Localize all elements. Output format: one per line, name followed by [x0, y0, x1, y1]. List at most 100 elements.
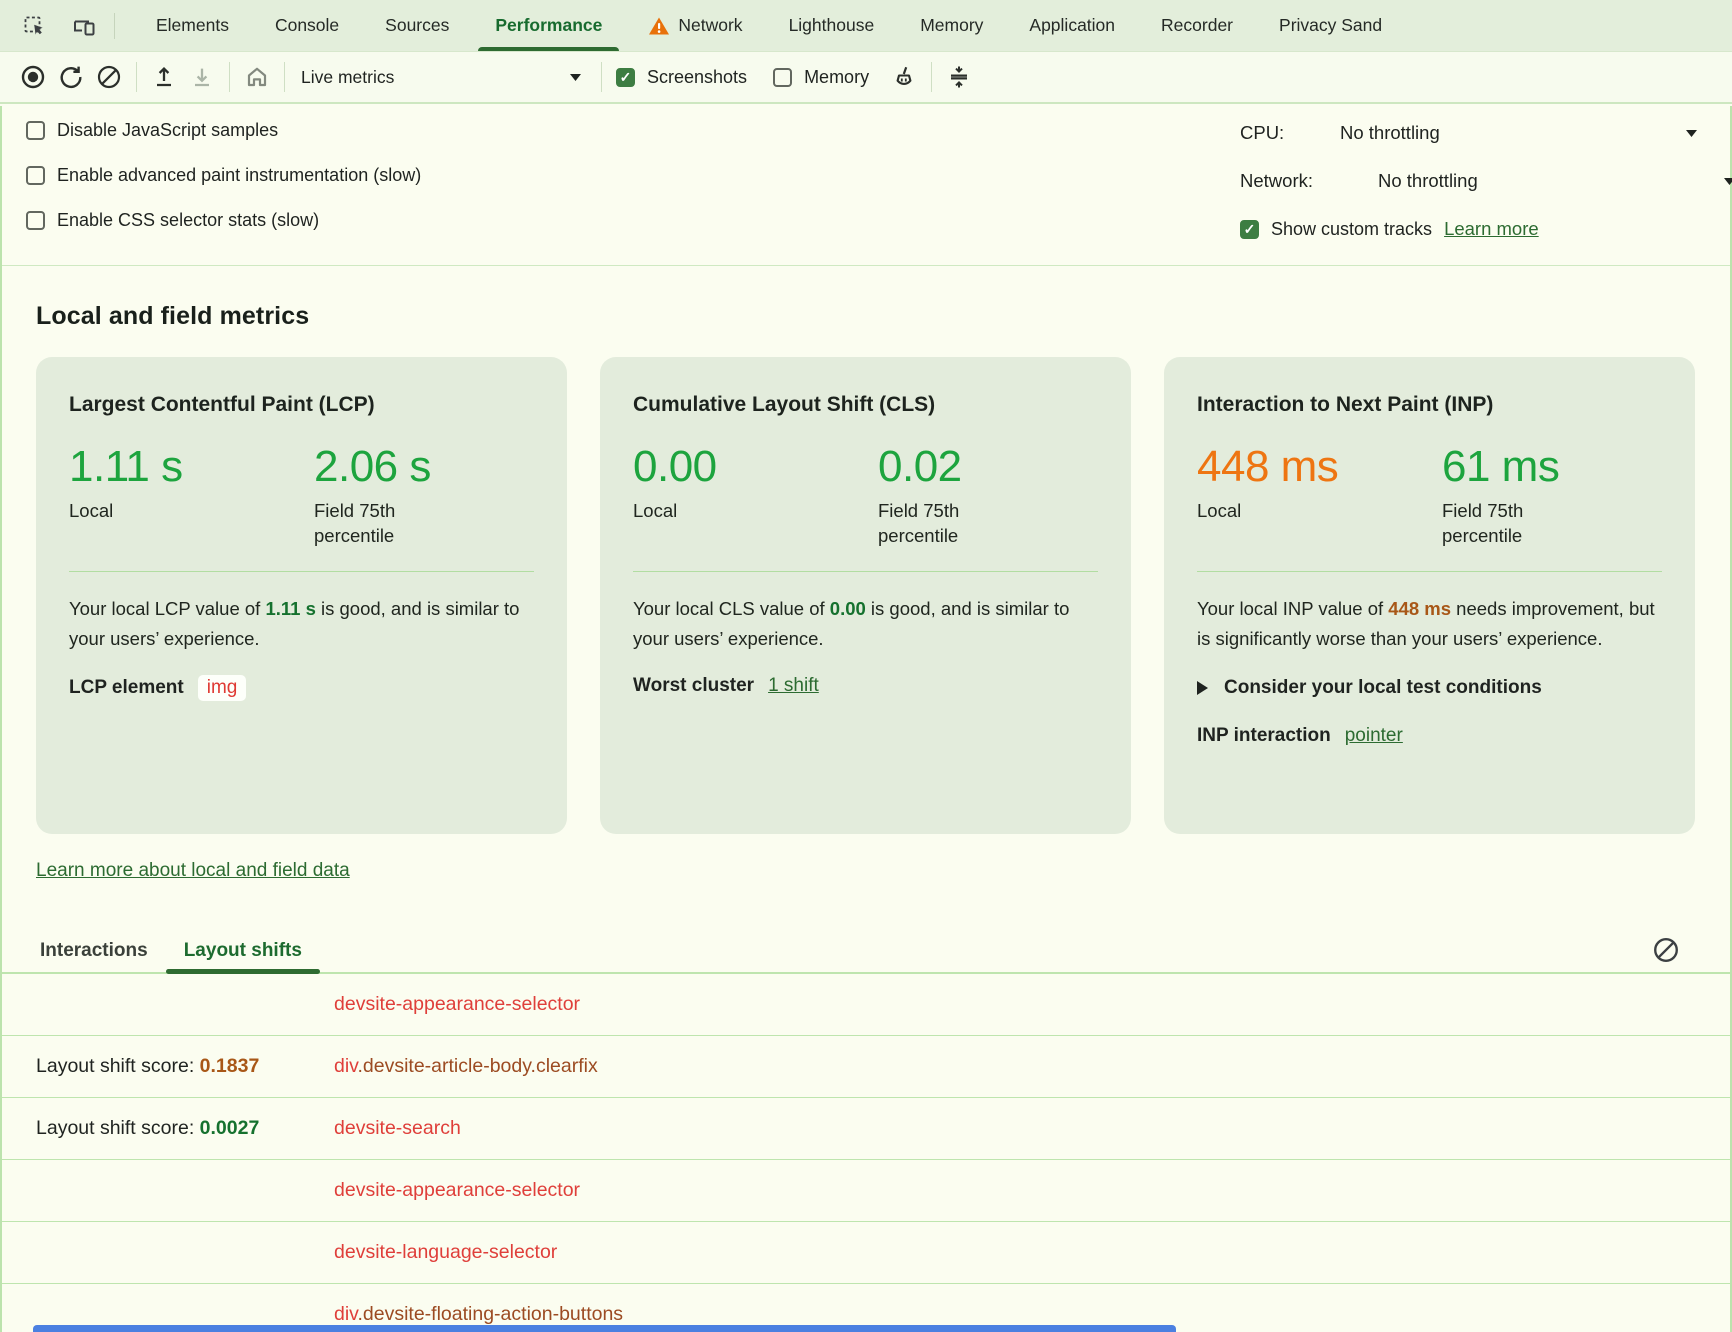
reload-record-icon[interactable] [52, 58, 90, 96]
tab-interactions[interactable]: Interactions [22, 930, 166, 972]
element-link[interactable]: devsite-appearance-selector [334, 993, 580, 1016]
tab-sources[interactable]: Sources [362, 0, 472, 51]
local-test-conditions-expander[interactable]: Consider your local test conditions [1197, 677, 1662, 699]
expand-arrow-icon [1197, 681, 1208, 695]
element-link[interactable]: div.devsite-article-body.clearfix [334, 1055, 598, 1078]
tab-network[interactable]: Network [625, 0, 765, 51]
tab-privacy-sandbox[interactable]: Privacy Sand [1256, 0, 1405, 51]
layout-shift-row: Layout shift score: 0.0027 devsite-searc… [2, 1098, 1730, 1160]
inp-interaction-link[interactable]: pointer [1345, 725, 1403, 747]
memory-checkbox[interactable] [773, 68, 792, 87]
disable-js-samples-checkbox[interactable] [26, 121, 45, 140]
lcp-description: Your local LCP value of 1.11 s is good, … [69, 594, 534, 652]
capture-settings: Disable JavaScript samples Enable advanc… [2, 106, 1730, 266]
inspect-element-icon[interactable] [14, 6, 54, 46]
element-link[interactable]: div.devsite-floating-action-buttons [334, 1303, 623, 1326]
tab-layout-shifts[interactable]: Layout shifts [166, 930, 320, 972]
tab-console[interactable]: Console [252, 0, 362, 51]
metric-cards: Largest Contentful Paint (LCP) 1.11 s Lo… [36, 357, 1730, 834]
lcp-card: Largest Contentful Paint (LCP) 1.11 s Lo… [36, 357, 567, 834]
layout-shift-score-value: 0.1837 [200, 1055, 260, 1077]
layout-shift-score-value: 0.0027 [200, 1117, 260, 1139]
card-divider [633, 571, 1098, 572]
cpu-throttling-row: CPU: No throttling [1240, 120, 1730, 146]
lcp-local-value: 1.11 s [69, 443, 314, 491]
element-link[interactable]: devsite-search [334, 1117, 461, 1140]
performance-panel-body: Disable JavaScript samples Enable advanc… [0, 106, 1732, 1332]
element-link[interactable]: devsite-language-selector [334, 1241, 557, 1264]
chevron-down-icon[interactable] [1686, 130, 1697, 137]
performance-toolbar: Live metrics Screenshots Memory [0, 52, 1732, 104]
inp-field-value: 61 ms [1442, 443, 1662, 491]
cls-card: Cumulative Layout Shift (CLS) 0.00 Local… [600, 357, 1131, 834]
view-mode-value: Live metrics [301, 67, 394, 88]
tab-application[interactable]: Application [1006, 0, 1138, 51]
clear-icon[interactable] [90, 58, 128, 96]
layout-shift-row: Layout shift score: 0.1837 div.devsite-a… [2, 1036, 1730, 1098]
custom-tracks-learn-more-link[interactable]: Learn more [1444, 218, 1539, 240]
inp-card-title: Interaction to Next Paint (INP) [1197, 393, 1662, 417]
cls-local-value: 0.00 [633, 443, 878, 491]
css-selector-stats-toggle[interactable]: Enable CSS selector stats (slow) [26, 210, 421, 231]
chevron-down-icon [570, 74, 581, 81]
tab-recorder[interactable]: Recorder [1138, 0, 1256, 51]
devtools-performance-panel: Elements Console Sources Performance Net… [0, 0, 1732, 1332]
custom-tracks-toggle[interactable]: Show custom tracks [1240, 219, 1432, 240]
tab-memory[interactable]: Memory [897, 0, 1006, 51]
collapse-icon[interactable] [940, 58, 978, 96]
network-warning-icon [648, 16, 670, 36]
card-divider [1197, 571, 1662, 572]
layout-shift-row: devsite-appearance-selector [2, 1160, 1730, 1222]
worst-cluster-link[interactable]: 1 shift [768, 675, 819, 697]
network-throttling-select[interactable]: No throttling [1378, 170, 1478, 192]
inp-description: Your local INP value of 448 ms needs imp… [1197, 594, 1662, 652]
cls-description: Your local CLS value of 0.00 is good, an… [633, 594, 1098, 652]
clear-log-icon[interactable] [1652, 936, 1680, 964]
lcp-element-label: LCP element [69, 677, 184, 699]
inp-local-value: 448 ms [1197, 443, 1442, 491]
horizontal-scrollbar-thumb[interactable] [33, 1325, 1176, 1332]
memory-toggle[interactable]: Memory [773, 67, 869, 88]
chevron-down-icon[interactable] [1724, 178, 1732, 185]
log-tabs: Interactions Layout shifts [2, 930, 1730, 974]
toolbar-separator [284, 62, 285, 92]
screenshots-checkbox[interactable] [616, 68, 635, 87]
toolbar-separator [136, 62, 137, 92]
view-mode-dropdown[interactable]: Live metrics [293, 59, 593, 95]
card-divider [69, 571, 534, 572]
toolbar-separator [931, 62, 932, 92]
disable-js-samples-toggle[interactable]: Disable JavaScript samples [26, 120, 421, 141]
tab-lighthouse[interactable]: Lighthouse [766, 0, 898, 51]
cpu-label: CPU: [1240, 122, 1322, 144]
local-field-metrics-heading: Local and field metrics [36, 302, 1730, 331]
advanced-paint-checkbox[interactable] [26, 166, 45, 185]
custom-tracks-checkbox[interactable] [1240, 220, 1259, 239]
tab-elements[interactable]: Elements [133, 0, 252, 51]
toggle-device-toolbar-icon[interactable] [64, 6, 104, 46]
element-link[interactable]: devsite-appearance-selector [334, 1179, 580, 1202]
cls-card-title: Cumulative Layout Shift (CLS) [633, 393, 1098, 417]
load-profile-icon[interactable] [145, 58, 183, 96]
save-profile-icon[interactable] [183, 58, 221, 96]
worst-cluster-label: Worst cluster [633, 675, 754, 697]
panel-tabs: Elements Console Sources Performance Net… [133, 0, 1405, 51]
toolbar-separator [601, 62, 602, 92]
layout-shift-row: devsite-language-selector [2, 1222, 1730, 1284]
network-throttling-row: Network: No throttling [1240, 168, 1730, 194]
cls-field-value: 0.02 [878, 443, 1098, 491]
learn-more-local-field-link[interactable]: Learn more about local and field data [36, 860, 350, 882]
custom-tracks-row: Show custom tracks Learn more [1240, 216, 1730, 242]
network-label: Network: [1240, 170, 1360, 192]
layout-shift-row: devsite-appearance-selector [2, 974, 1730, 1036]
live-metrics-view: Local and field metrics Largest Contentf… [2, 302, 1730, 1332]
tab-performance[interactable]: Performance [472, 0, 625, 51]
lcp-element-chip[interactable]: img [198, 675, 247, 701]
record-icon[interactable] [14, 58, 52, 96]
screenshots-toggle[interactable]: Screenshots [616, 67, 747, 88]
cpu-throttling-select[interactable]: No throttling [1340, 122, 1440, 144]
advanced-paint-toggle[interactable]: Enable advanced paint instrumentation (s… [26, 165, 421, 186]
lcp-field-value: 2.06 s [314, 443, 534, 491]
home-icon[interactable] [238, 58, 276, 96]
css-selector-stats-checkbox[interactable] [26, 211, 45, 230]
garbage-collect-icon[interactable] [885, 58, 923, 96]
